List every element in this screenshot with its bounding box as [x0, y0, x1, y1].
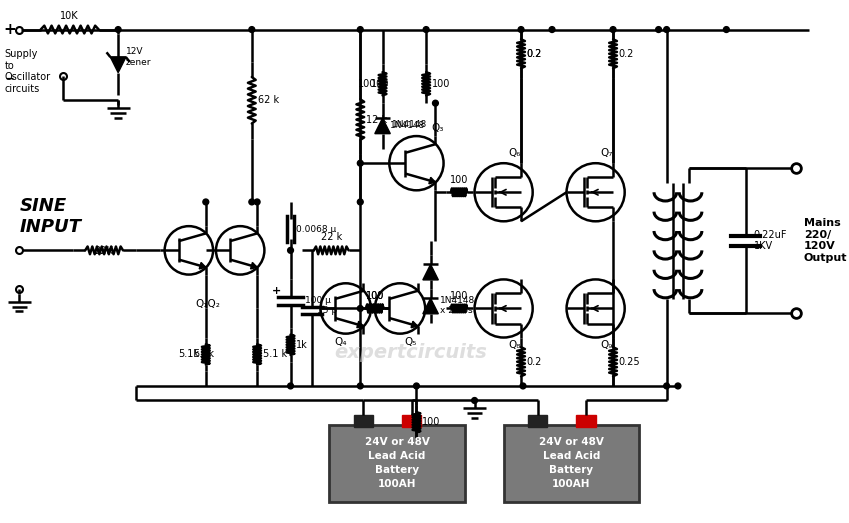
Polygon shape — [423, 298, 438, 314]
Text: 100: 100 — [358, 79, 377, 89]
Circle shape — [664, 383, 670, 389]
Bar — [402, 415, 421, 427]
Polygon shape — [411, 321, 418, 328]
Circle shape — [288, 383, 294, 389]
Text: 100: 100 — [366, 291, 384, 301]
Circle shape — [424, 27, 429, 32]
Circle shape — [518, 27, 524, 32]
Text: Q₈: Q₈ — [509, 340, 520, 350]
Text: 62 k: 62 k — [257, 95, 278, 105]
Text: 0.25: 0.25 — [619, 357, 640, 367]
Circle shape — [664, 27, 670, 32]
Circle shape — [357, 199, 363, 205]
Circle shape — [432, 100, 438, 106]
Text: Q₉: Q₉ — [600, 340, 613, 350]
Text: –: – — [5, 69, 14, 87]
Text: 100: 100 — [450, 175, 469, 185]
Text: 1N4148
x 2 nos: 1N4148 x 2 nos — [441, 296, 475, 315]
Polygon shape — [357, 321, 363, 328]
Circle shape — [254, 199, 260, 205]
Polygon shape — [423, 265, 438, 280]
Text: +: + — [272, 286, 281, 296]
Text: 100: 100 — [422, 417, 441, 427]
Text: 12V
zener: 12V zener — [126, 48, 151, 67]
Circle shape — [549, 27, 555, 32]
Bar — [576, 415, 596, 427]
Text: 24V or 48V
Lead Acid
Battery
100AH: 24V or 48V Lead Acid Battery 100AH — [365, 437, 430, 490]
Text: 1k: 1k — [296, 340, 308, 350]
Text: Supply
to
Oscillator
circuits: Supply to Oscillator circuits — [5, 49, 51, 94]
Text: +: + — [3, 22, 16, 37]
Text: 0.22uF
1KV: 0.22uF 1KV — [754, 230, 787, 252]
Text: Q₃: Q₃ — [431, 123, 443, 133]
Polygon shape — [250, 263, 257, 269]
Text: 5.1 k: 5.1 k — [263, 349, 287, 359]
Bar — [503, 425, 639, 502]
Bar — [528, 415, 548, 427]
Text: 5.1k: 5.1k — [194, 349, 214, 359]
Text: 12 k: 12 k — [366, 115, 387, 124]
Text: 1N4148: 1N4148 — [391, 121, 425, 130]
Text: 22 k: 22 k — [321, 232, 342, 242]
Circle shape — [610, 27, 616, 32]
Text: 22K: 22K — [95, 246, 114, 256]
Circle shape — [249, 27, 255, 32]
Text: 5.1k: 5.1k — [178, 349, 200, 359]
Text: 100 μ: 100 μ — [305, 296, 331, 305]
Text: 1N4148: 1N4148 — [392, 120, 428, 129]
Text: Mains
220/
120V
Output: Mains 220/ 120V Output — [804, 218, 847, 263]
Polygon shape — [429, 177, 436, 184]
Circle shape — [675, 383, 681, 389]
Circle shape — [357, 383, 363, 389]
Text: Q₄: Q₄ — [335, 337, 347, 347]
Text: expertcircuits: expertcircuits — [335, 343, 487, 361]
Text: Q₅: Q₅ — [405, 337, 417, 347]
Circle shape — [249, 199, 255, 205]
Polygon shape — [110, 57, 126, 73]
Circle shape — [520, 383, 526, 389]
Text: 0.2: 0.2 — [527, 49, 543, 59]
Text: 24V or 48V
Lead Acid
Battery
100AH: 24V or 48V Lead Acid Battery 100AH — [539, 437, 604, 490]
Text: Q₆: Q₆ — [509, 149, 520, 158]
Circle shape — [288, 247, 294, 253]
Text: 100: 100 — [366, 291, 384, 301]
Circle shape — [723, 27, 729, 32]
Text: 0.2: 0.2 — [619, 49, 634, 59]
Polygon shape — [200, 263, 205, 269]
Text: 100: 100 — [450, 291, 469, 301]
Text: 100: 100 — [432, 79, 450, 89]
Bar — [353, 415, 373, 427]
Text: 100: 100 — [371, 79, 390, 89]
Circle shape — [357, 160, 363, 166]
Text: 0.2: 0.2 — [527, 49, 543, 59]
Circle shape — [472, 397, 477, 403]
Bar — [329, 425, 465, 502]
Text: 0.0068 μ: 0.0068 μ — [296, 224, 336, 234]
Circle shape — [413, 383, 419, 389]
Polygon shape — [374, 118, 391, 134]
Text: 15 p: 15 p — [317, 306, 337, 315]
Text: SINE
INPUT: SINE INPUT — [20, 197, 82, 236]
Circle shape — [357, 27, 363, 32]
Circle shape — [115, 27, 121, 32]
Text: Q₁Q₂: Q₁Q₂ — [196, 299, 221, 309]
Text: 0.2: 0.2 — [527, 357, 543, 367]
Circle shape — [655, 27, 661, 32]
Circle shape — [357, 305, 363, 311]
Text: 10K: 10K — [60, 11, 79, 21]
Text: Q₇: Q₇ — [600, 149, 613, 158]
Circle shape — [203, 199, 209, 205]
